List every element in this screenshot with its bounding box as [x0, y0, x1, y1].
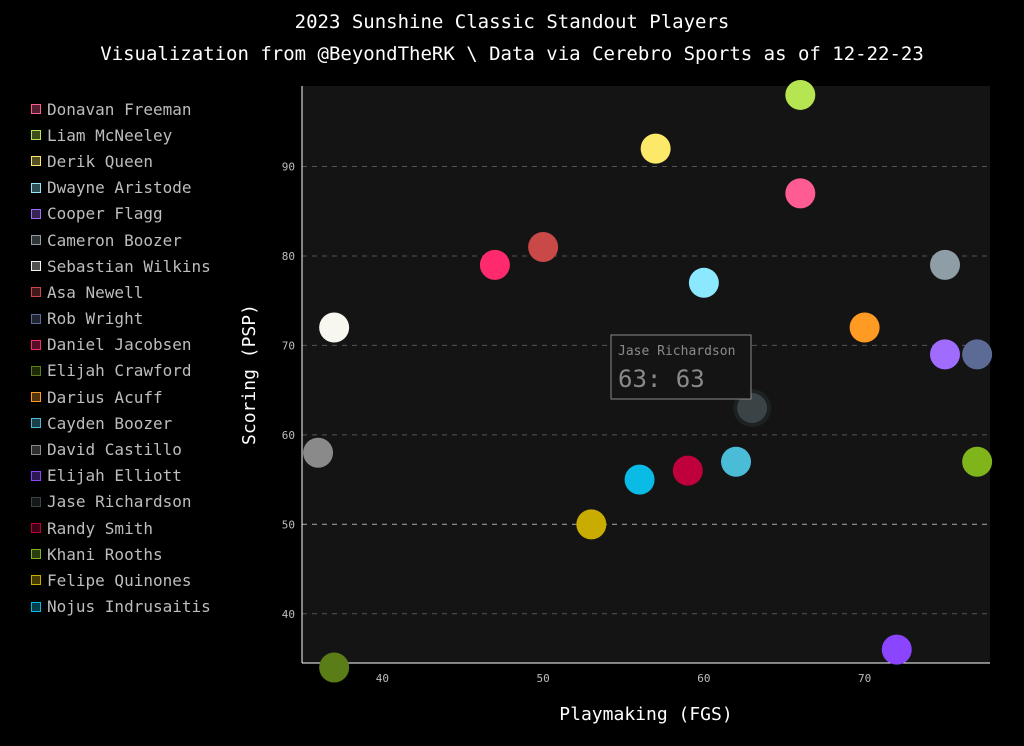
legend-item[interactable]: Randy Smith — [31, 515, 211, 541]
legend-label: Daniel Jacobsen — [47, 335, 192, 355]
legend-item[interactable]: Asa Newell — [31, 279, 211, 305]
legend-item[interactable]: Jase Richardson — [31, 489, 211, 515]
legend-swatch — [31, 156, 41, 167]
point-elijah-crawford[interactable] — [319, 652, 350, 683]
y-tick-label: 50 — [282, 518, 295, 531]
legend-swatch — [31, 261, 41, 272]
legend-swatch — [31, 339, 41, 350]
legend-swatch — [31, 235, 41, 246]
legend-label: Randy Smith — [47, 518, 153, 538]
legend-label: Liam McNeeley — [47, 125, 173, 145]
point-elijah-elliott[interactable] — [881, 634, 912, 665]
chart-subtitle: Visualization from @BeyondTheRK \ Data v… — [100, 43, 924, 65]
y-tick-label: 70 — [282, 339, 295, 352]
legend-item[interactable]: Darius Acuff — [31, 384, 211, 410]
legend-label: Khani Rooths — [47, 544, 163, 564]
y-tick-label: 60 — [282, 429, 295, 442]
y-tick-label: 40 — [282, 608, 295, 621]
point-donavan-freeman[interactable] — [785, 178, 816, 209]
legend-label: Elijah Crawford — [47, 361, 192, 381]
tooltip-value: 63: 63 — [618, 365, 705, 393]
point-nojus-indrusaitis[interactable] — [624, 464, 655, 495]
y-tick-label: 90 — [282, 161, 295, 174]
point-liam-mcneeley[interactable] — [785, 79, 816, 110]
legend-swatch — [31, 523, 41, 534]
point-david-castillo[interactable] — [303, 437, 334, 468]
legend-label: Rob Wright — [47, 309, 144, 329]
legend-swatch — [31, 313, 41, 324]
legend-label: Felipe Quinones — [47, 570, 192, 590]
point-daniel-jacobsen[interactable] — [479, 249, 510, 280]
legend-swatch — [31, 418, 41, 429]
x-tick-label: 60 — [697, 672, 710, 685]
point-darius-acuff[interactable] — [849, 312, 880, 343]
legend-label: David Castillo — [47, 440, 182, 460]
legend-swatch — [31, 601, 41, 612]
point-cameron-boozer[interactable] — [929, 249, 960, 280]
point-cayden-boozer[interactable] — [721, 446, 752, 477]
legend-item[interactable]: Rob Wright — [31, 306, 211, 332]
legend-item[interactable]: Donavan Freeman — [31, 96, 211, 122]
legend-label: Elijah Elliott — [47, 466, 182, 486]
legend: Donavan Freeman Liam McNeeley Derik Queen D… — [31, 96, 211, 620]
y-axis-label: Scoring (PSP) — [239, 304, 260, 445]
point-derik-queen[interactable] — [640, 133, 671, 164]
legend-item[interactable]: David Castillo — [31, 436, 211, 462]
legend-label: Dwayne Aristode — [47, 178, 192, 198]
point-cooper-flagg[interactable] — [929, 339, 960, 370]
y-tick-label: 80 — [282, 250, 295, 263]
legend-item[interactable]: Felipe Quinones — [31, 567, 211, 593]
legend-item[interactable]: Dwayne Aristode — [31, 175, 211, 201]
legend-label: Cooper Flagg — [47, 204, 163, 224]
x-tick-label: 40 — [376, 672, 389, 685]
x-tick-label: 50 — [536, 672, 549, 685]
legend-item[interactable]: Sebastian Wilkins — [31, 253, 211, 279]
legend-label: Nojus Indrusaitis — [47, 597, 211, 617]
legend-swatch — [31, 549, 41, 560]
legend-item[interactable]: Elijah Elliott — [31, 463, 211, 489]
legend-item[interactable]: Derik Queen — [31, 148, 211, 174]
point-dwayne-aristode[interactable] — [688, 267, 719, 298]
x-tick-label: 70 — [858, 672, 871, 685]
legend-swatch — [31, 496, 41, 507]
x-axis-label: Playmaking (FGS) — [559, 704, 732, 725]
point-randy-smith[interactable] — [672, 455, 703, 486]
legend-item[interactable]: Cameron Boozer — [31, 227, 211, 253]
legend-item[interactable]: Daniel Jacobsen — [31, 332, 211, 358]
point-jase-richardson[interactable] — [737, 393, 768, 424]
legend-label: Derik Queen — [47, 151, 153, 171]
legend-label: Cayden Boozer — [47, 413, 173, 433]
chart-title: 2023 Sunshine Classic Standout Players — [294, 11, 730, 33]
tooltip-name: Jase Richardson — [618, 344, 735, 359]
legend-label: Asa Newell — [47, 282, 144, 302]
point-khani-rooths[interactable] — [962, 446, 993, 477]
point-asa-newell[interactable] — [528, 232, 559, 263]
legend-swatch — [31, 470, 41, 481]
legend-item[interactable]: Cayden Boozer — [31, 410, 211, 436]
legend-item[interactable]: Elijah Crawford — [31, 358, 211, 384]
legend-label: Sebastian Wilkins — [47, 256, 211, 276]
point-sebastian-wilkins[interactable] — [319, 312, 350, 343]
legend-swatch — [31, 444, 41, 455]
legend-swatch — [31, 287, 41, 298]
legend-swatch — [31, 392, 41, 403]
point-rob-wright[interactable] — [962, 339, 993, 370]
legend-swatch — [31, 130, 41, 141]
legend-swatch — [31, 208, 41, 219]
legend-label: Jase Richardson — [47, 492, 192, 512]
tooltip-box — [610, 334, 752, 400]
legend-label: Donavan Freeman — [47, 99, 192, 119]
legend-item[interactable]: Cooper Flagg — [31, 201, 211, 227]
legend-item[interactable]: Khani Rooths — [31, 541, 211, 567]
legend-swatch — [31, 104, 41, 115]
legend-swatch — [31, 575, 41, 586]
legend-label: Cameron Boozer — [47, 230, 182, 250]
legend-item[interactable]: Liam McNeeley — [31, 122, 211, 148]
legend-item[interactable]: Nojus Indrusaitis — [31, 594, 211, 620]
legend-swatch — [31, 365, 41, 376]
legend-swatch — [31, 182, 41, 193]
legend-label: Darius Acuff — [47, 387, 163, 407]
point-felipe-quinones[interactable] — [576, 509, 607, 540]
